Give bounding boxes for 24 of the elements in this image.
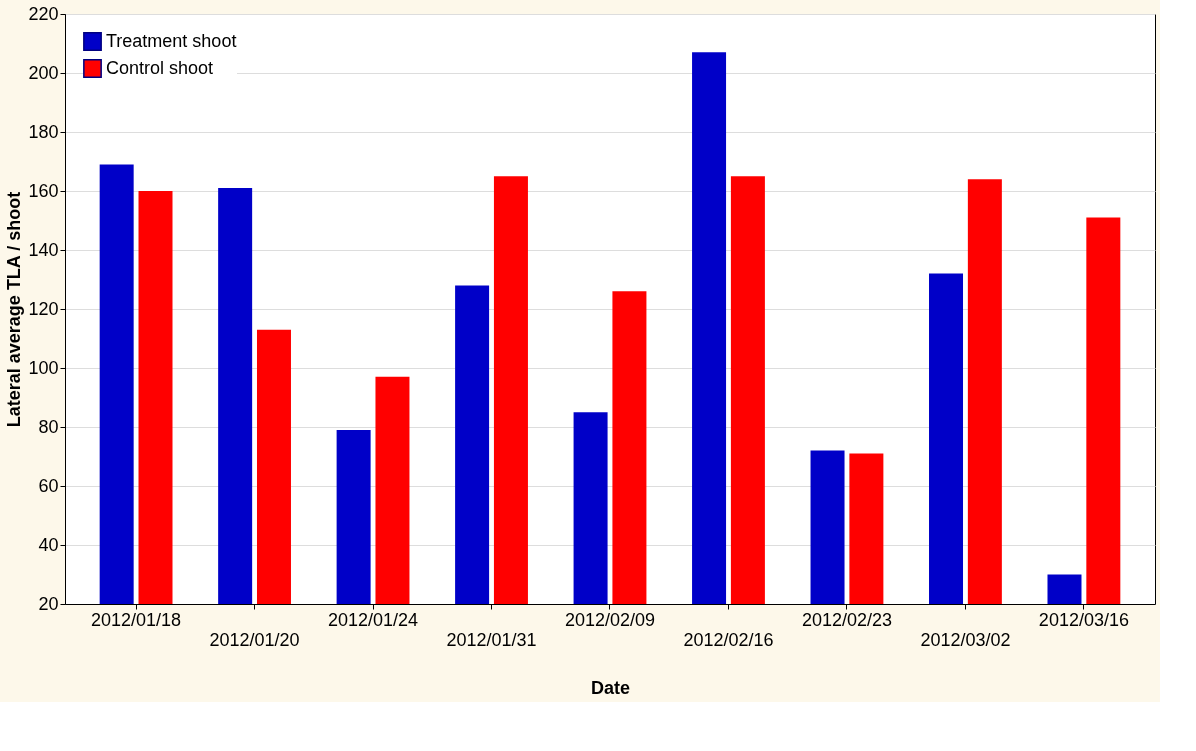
x-tick-label: 2012/01/31 [446, 629, 537, 650]
y-tick-label: 100 [28, 357, 59, 378]
y-tick-label: 20 [38, 593, 59, 614]
y-tick-label: 40 [38, 534, 59, 555]
x-tick-label: 2012/02/09 [564, 609, 656, 630]
x-tick-label: 2012/03/16 [1038, 609, 1129, 630]
legend-label: Treatment shoot [106, 30, 237, 51]
x-tick-label: 2012/02/16 [683, 629, 774, 650]
y-axis-title: Lateral average TLA / shoot [4, 191, 25, 428]
x-tick-label: 2012/02/23 [801, 609, 892, 630]
legend-label: Control shoot [106, 57, 214, 78]
y-tick-label: 220 [28, 3, 59, 24]
y-tick-label: 200 [28, 62, 59, 83]
y-tick-label: 80 [38, 416, 59, 437]
x-axis-title: Date [590, 677, 631, 698]
y-tick-label: 160 [28, 180, 59, 201]
y-tick-label: 60 [38, 475, 59, 496]
y-tick-label: 140 [28, 239, 59, 260]
x-tick-label: 2012/03/02 [920, 629, 1011, 650]
y-tick-label: 180 [28, 121, 59, 142]
x-tick-label: 2012/01/20 [209, 629, 300, 650]
x-tick-label: 2012/01/24 [328, 609, 419, 630]
y-tick-label: 120 [28, 298, 59, 319]
x-tick-label: 2012/01/18 [91, 609, 182, 630]
